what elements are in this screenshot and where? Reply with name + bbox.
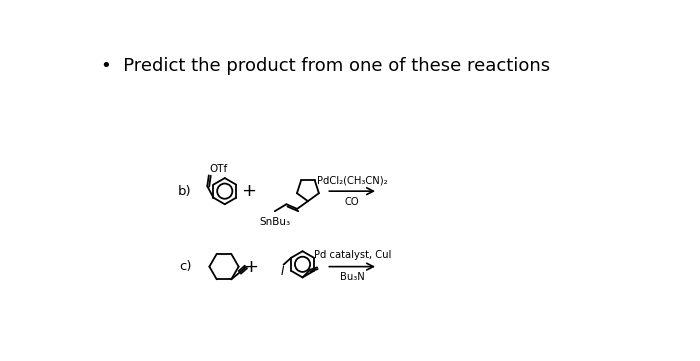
- Text: OTf: OTf: [209, 164, 228, 174]
- Text: PdCl₂(CH₃CN)₂: PdCl₂(CH₃CN)₂: [317, 175, 388, 185]
- Text: c): c): [179, 260, 192, 273]
- Text: •  Predict the product from one of these reactions: • Predict the product from one of these …: [101, 57, 550, 75]
- Text: CO: CO: [345, 196, 360, 206]
- Text: SnBu₃: SnBu₃: [259, 217, 290, 227]
- Text: Pd catalyst, CuI: Pd catalyst, CuI: [314, 251, 391, 260]
- Text: I: I: [281, 265, 284, 278]
- Text: b): b): [178, 185, 192, 198]
- Text: +: +: [243, 258, 258, 275]
- Text: +: +: [241, 182, 256, 200]
- Text: Bu₃N: Bu₃N: [340, 272, 365, 282]
